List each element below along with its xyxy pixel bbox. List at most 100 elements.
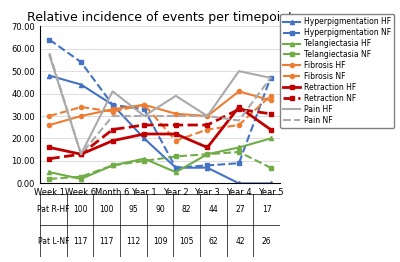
Text: 42: 42 [235, 237, 245, 245]
Fibrosis NF [173, 139, 178, 142]
Hyperpigmentation HF [47, 74, 52, 77]
Pain NF [173, 114, 178, 118]
Pain NF [47, 52, 52, 55]
Retraction HF [268, 128, 273, 131]
Retraction HF [142, 132, 147, 135]
Line: Telangiectasia NF: Telangiectasia NF [47, 150, 273, 181]
Fibrosis NF [268, 94, 273, 97]
Pain HF [268, 76, 273, 79]
Retraction HF [173, 132, 178, 135]
Fibrosis NF [205, 128, 210, 131]
Telangiectasia NF [236, 150, 241, 154]
Retraction NF [79, 153, 84, 156]
Hyperpigmentation HF [236, 182, 241, 185]
Hyperpigmentation HF [110, 103, 115, 106]
Pain NF [268, 76, 273, 79]
Pain HF [110, 90, 115, 93]
Telangiectasia HF [142, 157, 147, 160]
Hyperpigmentation NF [47, 38, 52, 41]
Pain NF [110, 114, 115, 118]
Telangiectasia NF [173, 155, 178, 158]
Hyperpigmentation NF [236, 162, 241, 165]
Fibrosis HF [236, 90, 241, 93]
Text: 100: 100 [100, 205, 114, 214]
Retraction NF [110, 128, 115, 131]
Text: 117: 117 [100, 237, 114, 245]
Fibrosis NF [142, 103, 147, 106]
Text: Pat L-NF: Pat L-NF [38, 237, 69, 245]
Fibrosis HF [173, 112, 178, 115]
Telangiectasia NF [47, 177, 52, 181]
Fibrosis NF [236, 123, 241, 127]
Pain NF [142, 114, 147, 118]
Line: Telangiectasia HF: Telangiectasia HF [47, 137, 273, 181]
Telangiectasia NF [205, 153, 210, 156]
Fibrosis NF [110, 110, 115, 113]
Pain HF [79, 153, 84, 156]
Pain NF [205, 114, 210, 118]
Telangiectasia NF [79, 175, 84, 178]
Retraction HF [47, 146, 52, 149]
Text: 117: 117 [73, 237, 87, 245]
Retraction HF [236, 106, 241, 109]
Hyperpigmentation HF [205, 166, 210, 169]
Line: Hyperpigmentation HF: Hyperpigmentation HF [47, 74, 273, 185]
Hyperpigmentation HF [79, 83, 84, 86]
Text: 90: 90 [155, 205, 165, 214]
Pain NF [236, 119, 241, 122]
Text: 100: 100 [73, 205, 87, 214]
Telangiectasia HF [173, 171, 178, 174]
Fibrosis HF [142, 103, 147, 106]
Line: Pain HF: Pain HF [50, 55, 270, 154]
Text: 27: 27 [235, 205, 245, 214]
Telangiectasia NF [142, 159, 147, 162]
Line: Retraction HF: Retraction HF [47, 105, 273, 156]
Retraction NF [268, 112, 273, 115]
Hyperpigmentation NF [142, 108, 147, 111]
Telangiectasia HF [110, 164, 115, 167]
Line: Hyperpigmentation NF: Hyperpigmentation NF [47, 37, 273, 170]
Telangiectasia HF [205, 153, 210, 156]
Retraction NF [47, 157, 52, 160]
Telangiectasia HF [236, 146, 241, 149]
Hyperpigmentation NF [268, 76, 273, 79]
Hyperpigmentation HF [142, 137, 147, 140]
Hyperpigmentation NF [79, 61, 84, 64]
Pain HF [173, 94, 178, 97]
Pain HF [142, 114, 147, 118]
Telangiectasia NF [268, 166, 273, 169]
Hyperpigmentation HF [173, 166, 178, 169]
Retraction NF [236, 108, 241, 111]
Retraction NF [142, 123, 147, 127]
Telangiectasia HF [79, 177, 84, 181]
Fibrosis HF [110, 108, 115, 111]
Line: Fibrosis HF: Fibrosis HF [47, 89, 273, 127]
Text: Pat R-HF: Pat R-HF [37, 205, 70, 214]
Fibrosis HF [205, 114, 210, 118]
Text: 109: 109 [153, 237, 167, 245]
Hyperpigmentation NF [205, 164, 210, 167]
Pain HF [47, 54, 52, 57]
Legend: Hyperpigmentation HF, Hyperpigmentation NF, Telangiectasia HF, Telangiectasia NF: Hyperpigmentation HF, Hyperpigmentation … [280, 14, 394, 128]
Fibrosis NF [79, 106, 84, 109]
Text: 26: 26 [262, 237, 272, 245]
Text: 112: 112 [126, 237, 140, 245]
Pain NF [79, 153, 84, 156]
Fibrosis HF [47, 123, 52, 127]
Text: 95: 95 [128, 205, 138, 214]
Pain HF [205, 114, 210, 118]
Hyperpigmentation HF [268, 182, 273, 185]
Line: Fibrosis NF: Fibrosis NF [47, 94, 273, 143]
Retraction HF [110, 139, 115, 142]
Text: 44: 44 [208, 205, 218, 214]
Fibrosis HF [268, 99, 273, 102]
Title: Relative incidence of events per timepoint: Relative incidence of events per timepoi… [27, 11, 293, 24]
Telangiectasia HF [47, 171, 52, 174]
Retraction NF [173, 123, 178, 127]
Telangiectasia NF [110, 164, 115, 167]
Pain HF [236, 69, 241, 73]
Fibrosis NF [47, 114, 52, 118]
Hyperpigmentation NF [110, 103, 115, 106]
Text: 82: 82 [182, 205, 192, 214]
Text: 17: 17 [262, 205, 272, 214]
